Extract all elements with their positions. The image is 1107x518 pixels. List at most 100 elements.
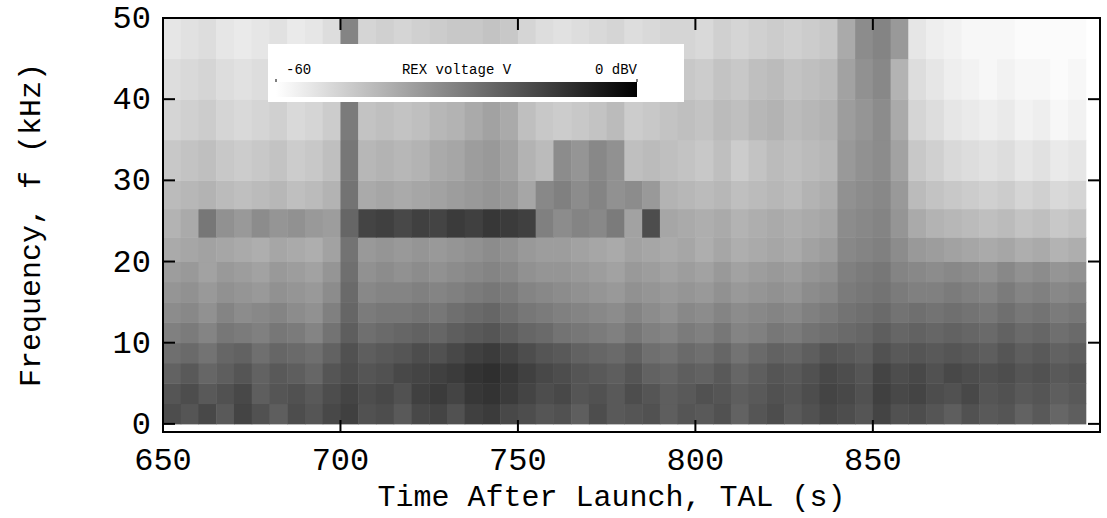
cell	[482, 99, 500, 140]
cell	[997, 302, 1015, 323]
cell	[908, 363, 926, 384]
cell	[411, 282, 429, 303]
cell	[944, 302, 962, 323]
cell	[252, 404, 270, 425]
cell	[962, 302, 980, 323]
cell	[269, 383, 287, 404]
cell	[766, 383, 784, 404]
cell	[944, 363, 962, 384]
cell	[358, 343, 376, 364]
cell	[624, 404, 642, 425]
cell	[181, 302, 199, 323]
cell	[287, 343, 305, 364]
cell	[252, 59, 270, 100]
cell	[979, 262, 997, 283]
cell	[198, 180, 216, 209]
cell	[553, 180, 571, 209]
cell	[926, 209, 944, 238]
cell	[340, 99, 358, 140]
cell	[1068, 302, 1086, 323]
cell	[198, 99, 216, 140]
cell	[216, 99, 234, 140]
cell	[908, 404, 926, 425]
cell	[252, 282, 270, 303]
x-tick	[517, 420, 519, 432]
cell	[766, 404, 784, 425]
cell	[837, 282, 855, 303]
cell	[962, 282, 980, 303]
cell	[340, 383, 358, 404]
cell	[642, 282, 660, 303]
cell	[1050, 237, 1068, 262]
cell	[394, 180, 412, 209]
cell	[181, 343, 199, 364]
cell	[1033, 209, 1051, 238]
cell	[997, 404, 1015, 425]
cell	[234, 59, 252, 100]
cell	[926, 59, 944, 100]
cell	[465, 282, 483, 303]
cell	[323, 322, 341, 343]
cell	[695, 383, 713, 404]
cell	[411, 302, 429, 323]
cell	[1015, 262, 1033, 283]
cell	[962, 237, 980, 262]
cell	[447, 282, 465, 303]
cell	[269, 209, 287, 238]
colorbar	[276, 82, 637, 97]
cell	[1033, 99, 1051, 140]
cell	[163, 140, 181, 181]
cell	[429, 99, 447, 140]
cell	[287, 237, 305, 262]
cell	[855, 180, 873, 209]
cell	[198, 302, 216, 323]
cell	[713, 140, 731, 181]
cell	[642, 363, 660, 384]
cell	[198, 59, 216, 100]
cell	[695, 404, 713, 425]
cell	[181, 322, 199, 343]
cell	[749, 140, 767, 181]
cell	[979, 302, 997, 323]
cell	[979, 99, 997, 140]
cell	[944, 343, 962, 364]
cell	[997, 237, 1015, 262]
cell	[891, 363, 909, 384]
cell	[891, 404, 909, 425]
cell	[216, 18, 234, 59]
cell	[660, 99, 678, 140]
cell	[766, 140, 784, 181]
cell	[198, 282, 216, 303]
y-tick-right	[1088, 179, 1100, 181]
cell	[394, 237, 412, 262]
cell	[411, 237, 429, 262]
cell	[660, 404, 678, 425]
cell	[731, 282, 749, 303]
cell	[536, 180, 554, 209]
cell	[873, 237, 891, 262]
cell	[198, 322, 216, 343]
cell	[252, 363, 270, 384]
cell	[820, 262, 838, 283]
cell	[411, 404, 429, 425]
cell	[323, 343, 341, 364]
cell	[500, 383, 518, 404]
cell	[820, 237, 838, 262]
cell	[198, 343, 216, 364]
cell	[642, 262, 660, 283]
cell	[891, 322, 909, 343]
cell	[234, 99, 252, 140]
cell	[784, 363, 802, 384]
cell	[731, 59, 749, 100]
cell	[252, 237, 270, 262]
cell	[447, 140, 465, 181]
cell	[855, 99, 873, 140]
cell	[962, 99, 980, 140]
cell	[731, 322, 749, 343]
cell	[216, 282, 234, 303]
cell	[411, 322, 429, 343]
cell	[1050, 99, 1068, 140]
cell	[340, 363, 358, 384]
cell	[376, 262, 394, 283]
cell	[358, 383, 376, 404]
